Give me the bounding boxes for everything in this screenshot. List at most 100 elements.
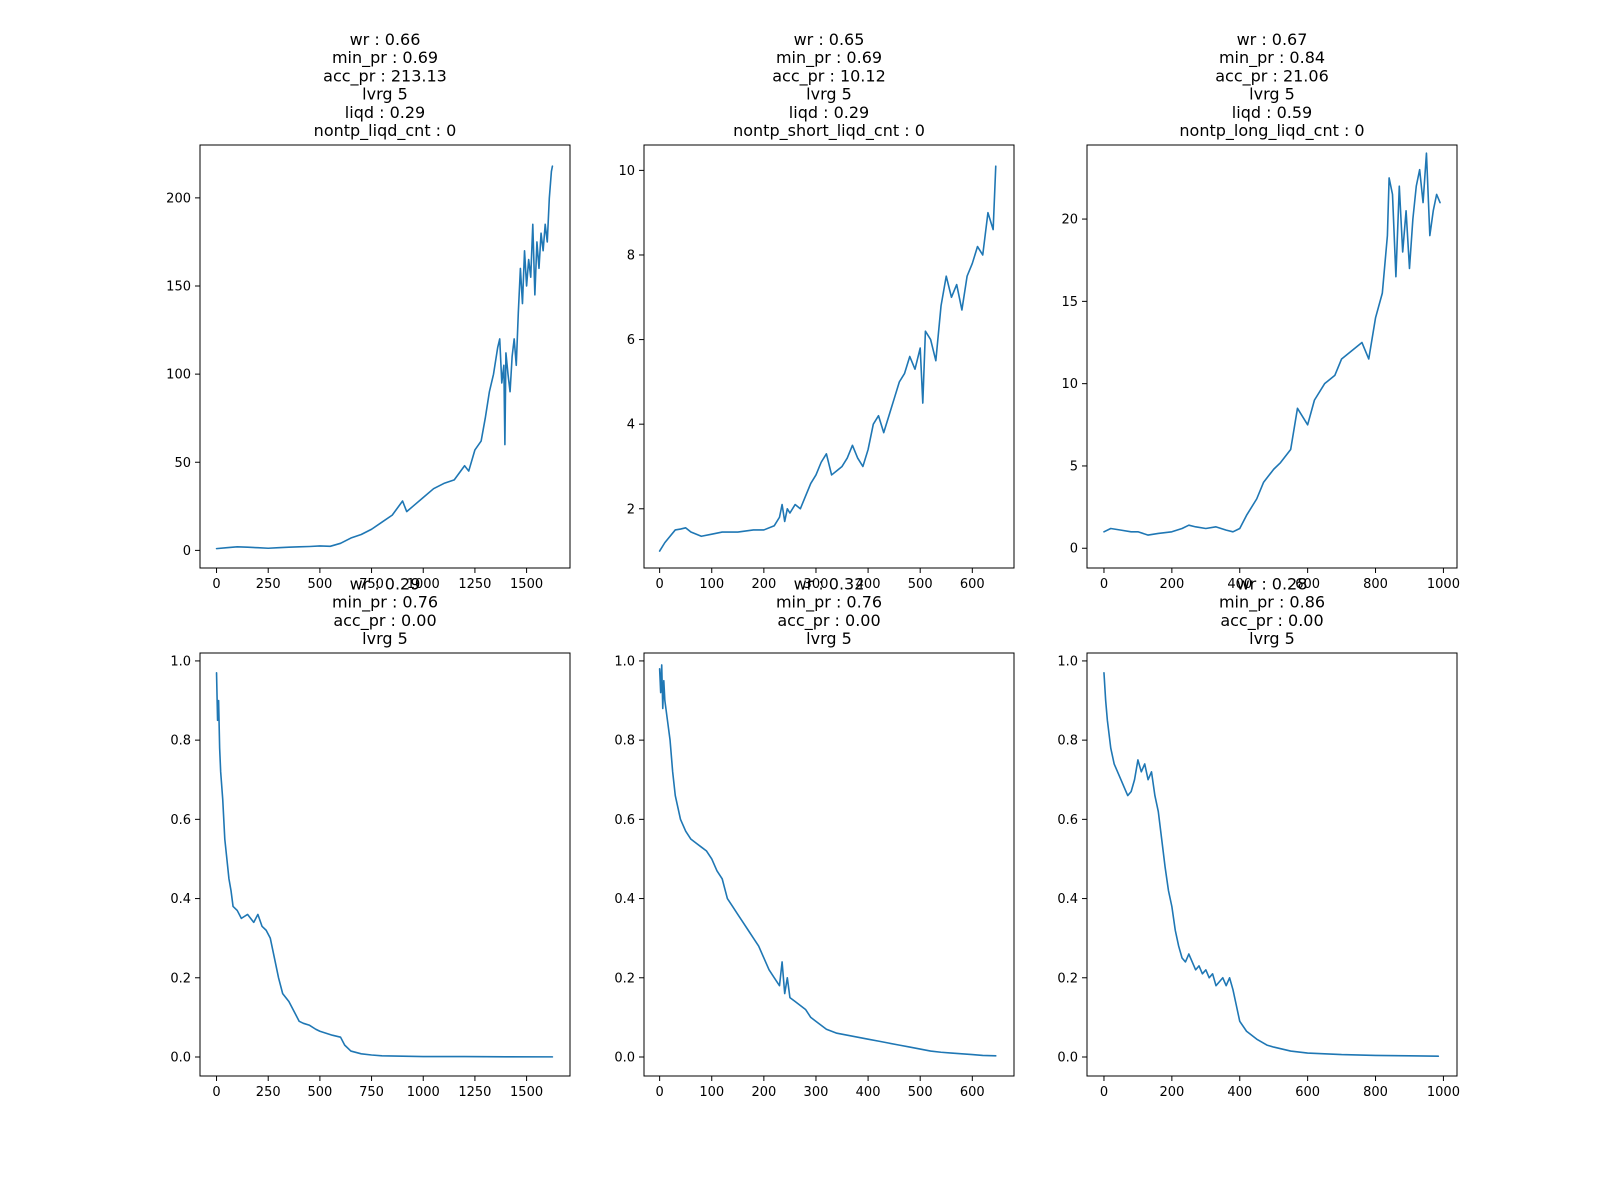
title-line: nontp_liqd_cnt : 0: [314, 121, 457, 141]
x-tick-label: 100: [699, 577, 724, 592]
y-tick-label: 0.6: [614, 813, 635, 828]
title-line: lvrg 5: [806, 629, 852, 648]
x-tick-label: 600: [960, 577, 985, 592]
x-tick-label: 600: [1295, 577, 1320, 592]
x-tick-label: 1000: [1427, 577, 1460, 592]
x-tick-label: 1500: [510, 577, 543, 592]
title-line: nontp_long_liqd_cnt : 0: [1179, 121, 1364, 141]
axes-frame: [199, 652, 571, 1077]
series-line: [1103, 152, 1441, 536]
y-tick-label: 0.8: [614, 734, 635, 749]
subplot-5: 0 100 200 300 400 500 600 0.0 0.2 0.4 0.6 0.8 1.0 wr …: [614, 574, 1015, 1100]
title-line: wr : 0.29: [350, 574, 421, 593]
y-tick-label: 6: [627, 333, 635, 348]
x-tick-label: 300: [804, 1085, 829, 1100]
y-tick-label: 0: [1070, 542, 1078, 557]
x-tick-label: 200: [751, 1085, 776, 1100]
series-line: [1103, 671, 1440, 1057]
title-line: nontp_short_liqd_cnt : 0: [733, 121, 925, 141]
y-tick-label: 1.0: [170, 654, 191, 669]
title-line: wr : 0.67: [1237, 30, 1308, 49]
x-tick-label: 800: [1363, 577, 1388, 592]
y-tick-label: 0.4: [1057, 892, 1078, 907]
series-line: [215, 671, 554, 1058]
y-tick-label: 200: [166, 191, 191, 206]
x-tick-label: 400: [1227, 577, 1252, 592]
x-tick-label: 0: [1100, 577, 1108, 592]
x-tick-label: 1000: [1427, 1085, 1460, 1100]
x-tick-label: 0: [1100, 1085, 1108, 1100]
x-tick-label: 400: [856, 577, 881, 592]
x-tick-label: 600: [1295, 1085, 1320, 1100]
series-line: [658, 165, 997, 552]
title-line: lvrg 5: [1249, 85, 1295, 104]
y-tick-label: 5: [1070, 459, 1078, 474]
x-tick-label: 1000: [407, 577, 440, 592]
title-line: min_pr : 0.76: [332, 593, 438, 613]
y-tick-label: 8: [627, 248, 635, 263]
y-tick-label: 0.6: [170, 813, 191, 828]
title-line: min_pr : 0.76: [776, 593, 882, 613]
title-line: acc_pr : 0.00: [1220, 611, 1323, 631]
title-line: lvrg 5: [362, 629, 408, 648]
x-tick-label: 500: [908, 1085, 933, 1100]
title-line: min_pr : 0.86: [1219, 593, 1325, 613]
y-tick-label: 1.0: [614, 654, 635, 669]
subplot-6: 0 200 400 600 800 1000 0.0 0.2 0.4 0.6 0.8 1.0 wr : …: [1057, 574, 1460, 1100]
axes-frame: [643, 144, 1015, 569]
x-tick-label: 300: [804, 577, 829, 592]
title-line: liqd : 0.29: [789, 103, 869, 122]
subplot-4: 0 250 500 750 1000 1250 1500 0.0 0.2 0.4 0.6 0.8 1.0…: [170, 574, 571, 1100]
y-tick-label: 4: [627, 418, 635, 433]
title-line: acc_pr : 213.13: [323, 66, 447, 86]
title-line: acc_pr : 0.00: [777, 611, 880, 631]
x-tick-label: 250: [256, 577, 281, 592]
x-tick-label: 0: [212, 577, 220, 592]
x-tick-label: 1000: [407, 1085, 440, 1100]
y-tick-label: 50: [174, 456, 191, 471]
y-tick-label: 0.0: [170, 1050, 191, 1065]
title-line: wr : 0.32: [794, 574, 865, 593]
subplot-1: 0 250 500 750 1000 1250 1500 0 50 100 150 200 wr : 0…: [166, 30, 571, 592]
title-line: wr : 0.65: [794, 30, 865, 49]
title-line: lvrg 5: [1249, 629, 1295, 648]
y-tick-label: 150: [166, 280, 191, 295]
y-tick-label: 0.6: [1057, 813, 1078, 828]
title-line: lvrg 5: [362, 85, 408, 104]
series-line: [658, 664, 997, 1057]
x-tick-label: 200: [751, 577, 776, 592]
x-tick-label: 1500: [510, 1085, 543, 1100]
x-tick-label: 600: [960, 1085, 985, 1100]
title-line: liqd : 0.29: [345, 103, 425, 122]
subplot-3: 0 200 400 600 800 1000 0 5 10 15 20 wr : 0.67min_pr…: [1061, 30, 1460, 592]
y-tick-label: 0.0: [614, 1050, 635, 1065]
x-tick-label: 750: [359, 1085, 384, 1100]
y-tick-label: 0.4: [170, 892, 191, 907]
axes-frame: [1086, 144, 1458, 569]
title-line: acc_pr : 10.12: [772, 66, 886, 86]
y-tick-label: 0.8: [1057, 734, 1078, 749]
title-line: min_pr : 0.84: [1219, 48, 1325, 68]
subplot-2: 0 100 200 300 400 500 600 2 4 6 8 10 wr : 0.65min_pr…: [618, 30, 1015, 592]
axes-frame: [643, 652, 1015, 1077]
axes-frame: [199, 144, 571, 569]
x-tick-label: 500: [307, 1085, 332, 1100]
title-line: acc_pr : 0.00: [333, 611, 436, 631]
x-tick-label: 500: [307, 577, 332, 592]
x-tick-label: 0: [655, 577, 663, 592]
x-tick-label: 800: [1363, 1085, 1388, 1100]
x-tick-label: 250: [256, 1085, 281, 1100]
y-tick-label: 0.0: [1057, 1050, 1078, 1065]
y-tick-label: 100: [166, 368, 191, 383]
x-tick-label: 100: [699, 1085, 724, 1100]
x-tick-label: 200: [1159, 577, 1184, 592]
title-line: lvrg 5: [806, 85, 852, 104]
y-tick-label: 0.4: [614, 892, 635, 907]
title-line: acc_pr : 21.06: [1215, 66, 1329, 86]
x-tick-label: 400: [1227, 1085, 1252, 1100]
y-tick-label: 10: [1061, 377, 1078, 392]
axes-frame: [1086, 652, 1458, 1077]
y-tick-label: 0.2: [614, 971, 635, 986]
x-tick-label: 750: [359, 577, 384, 592]
